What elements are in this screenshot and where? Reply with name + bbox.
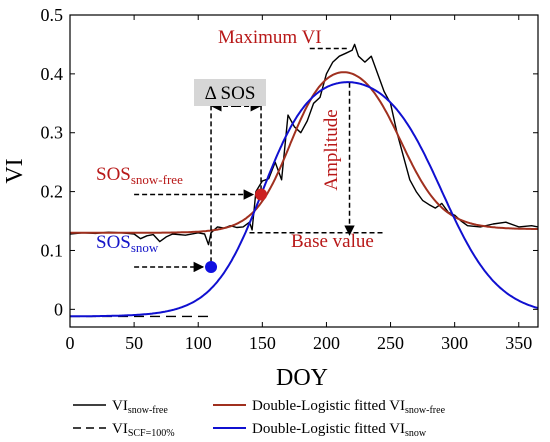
x-tick-label: 150	[249, 333, 276, 353]
sos-snow-free-sub: snow-free	[131, 172, 183, 187]
y-tick-label: 0	[54, 299, 63, 319]
legend-item-fitted-snow: Double-Logistic fitted VIsnow	[213, 421, 427, 439]
annotation-layer	[134, 47, 385, 273]
series-layer	[70, 43, 538, 318]
axes-layer: 0 50 100 150 200 250 300 350 0 0.1 0.2 0.3 0.4 0.5	[41, 5, 539, 353]
maximum-vi-label: Maximum VI	[218, 27, 322, 48]
delta-sos-label: Δ SOS	[205, 83, 256, 104]
delta-sos-box	[194, 79, 266, 106]
y-tick-label: 0.1	[41, 240, 64, 260]
sos-snow-free-label: SOSsnow-free	[96, 164, 183, 187]
x-axis-label: DOY	[276, 365, 328, 391]
sos-snow-sub: snow	[131, 240, 159, 255]
legend-label: VISCF=100%	[112, 421, 175, 439]
legend-item-fitted-snow-free: Double-Logistic fitted VIsnow-free	[213, 398, 446, 416]
y-tick-label: 0.4	[41, 64, 64, 84]
sos-snow-main: SOS	[96, 232, 131, 253]
marker-layer	[205, 188, 268, 273]
x-tick-label: 0	[66, 333, 75, 353]
y-tick-label: 0.2	[41, 182, 64, 202]
legend: VIsnow-free Double-Logistic fitted VIsno…	[73, 398, 446, 439]
x-tick-label: 250	[377, 333, 404, 353]
legend-label: Double-Logistic fitted VIsnow	[252, 421, 427, 439]
x-tick-label: 50	[125, 333, 143, 353]
y-tick-label: 0.5	[41, 5, 64, 25]
legend-label: VIsnow-free	[112, 398, 168, 416]
y-tick-label: 0.3	[41, 123, 64, 143]
series-line-3	[70, 81, 538, 318]
y-axis-label: VI	[2, 158, 28, 183]
base-value-label: Base value	[291, 231, 374, 252]
legend-label: Double-Logistic fitted VIsnow-free	[252, 398, 446, 416]
x-tick-label: 350	[505, 333, 532, 353]
plot-frame	[69, 14, 539, 328]
amplitude-label: Amplitude	[321, 109, 342, 190]
sos-marker-0	[255, 188, 268, 201]
series-line-1	[70, 71, 538, 234]
sos-marker-1	[205, 260, 218, 273]
sos-snow-label: SOSsnow	[96, 232, 159, 255]
x-tick-label: 200	[313, 333, 340, 353]
series-line-0	[70, 43, 538, 246]
legend-item-vi-snow-free: VIsnow-free	[73, 398, 168, 416]
sos-snow-free-main: SOS	[96, 164, 131, 185]
x-tick-label: 100	[185, 333, 212, 353]
legend-item-vi-scf100: VISCF=100%	[73, 421, 175, 439]
x-tick-label: 300	[441, 333, 468, 353]
